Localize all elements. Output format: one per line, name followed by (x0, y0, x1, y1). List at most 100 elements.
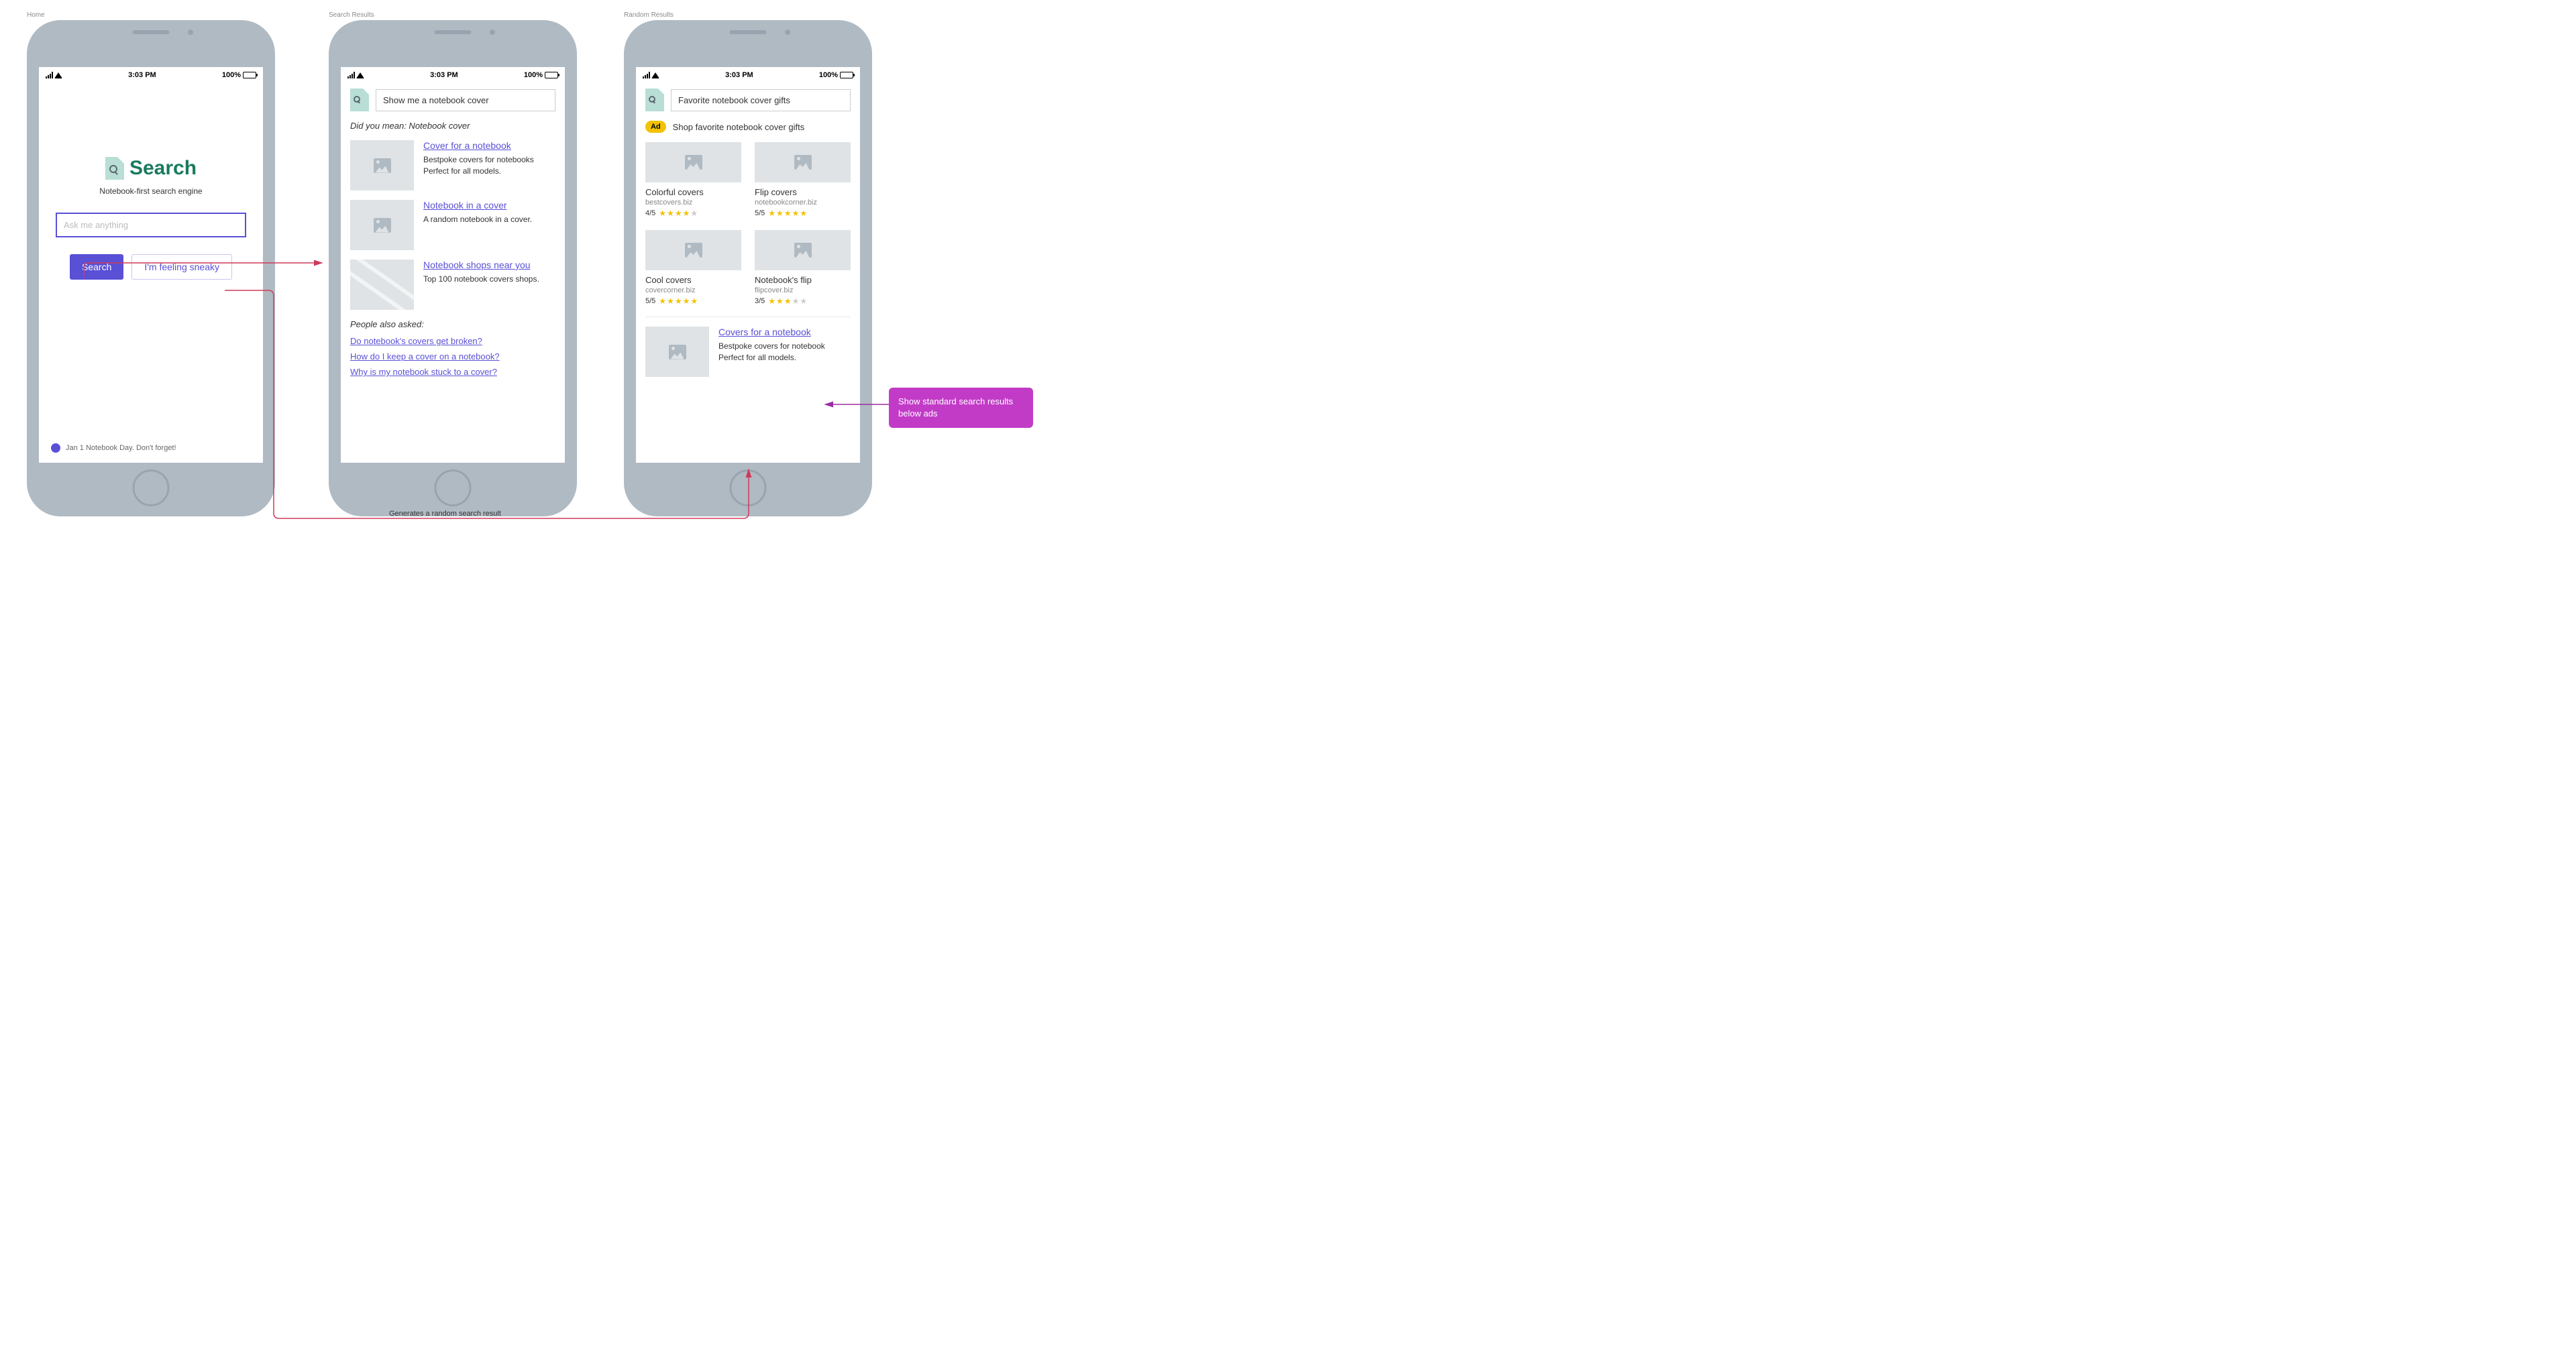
flow-label: Generates a random search result (389, 510, 501, 518)
ad-text: Shop favorite notebook cover gifts (673, 122, 805, 132)
footer-note: Jan 1 Notebook Day. Don't forget! (51, 443, 251, 453)
query-input[interactable]: Show me a notebook cover (376, 89, 555, 111)
shop-item[interactable]: Cool covers covercorner.biz 5/5★★★★★ (645, 230, 741, 306)
status-time: 3:03 PM (725, 71, 753, 79)
result-row[interactable]: Cover for a notebook Bestpoke covers for… (350, 140, 555, 190)
home-button[interactable] (133, 469, 170, 506)
result-row[interactable]: Notebook in a cover A random notebook in… (350, 200, 555, 250)
logo-doc-icon[interactable] (350, 89, 369, 111)
shop-domain: flipcover.biz (755, 286, 851, 294)
label-home: Home (27, 11, 45, 19)
signal-icon (643, 72, 650, 78)
image-placeholder-icon (794, 155, 812, 170)
battery-icon (840, 72, 853, 78)
stars-icon: ★★★★★ (659, 209, 698, 218)
shop-rating: 3/5★★★★★ (755, 296, 851, 306)
search-header: Show me a notebook cover (350, 89, 555, 111)
shop-title: Cool covers (645, 275, 741, 285)
home-content: Search Notebook-first search engine Ask … (39, 83, 263, 280)
ad-header: Ad Shop favorite notebook cover gifts (645, 121, 851, 133)
tagline: Notebook-first search engine (99, 186, 202, 196)
feeling-sneaky-button[interactable]: I'm feeling sneaky (131, 254, 232, 280)
wifi-icon (356, 72, 364, 78)
results-content: Show me a notebook cover Did you mean: N… (341, 83, 565, 388)
phone-random-results: 3:03 PM 100% Favorite notebook cover gif… (624, 20, 872, 516)
callout-annotation: Show standard search results below ads (889, 388, 1033, 428)
screen-home: 3:03 PM 100% Search Notebook-first searc… (39, 67, 263, 463)
shop-thumb (755, 142, 851, 182)
logo-text: Search (129, 157, 197, 180)
stars-icon: ★★★★★ (768, 209, 808, 218)
result-link[interactable]: Covers for a notebook (718, 327, 851, 337)
logo-doc-icon[interactable] (645, 89, 664, 111)
shop-rating: 5/5★★★★★ (645, 296, 741, 306)
result-desc: Bestpoke covers for notebooks Perfect fo… (423, 154, 555, 177)
shop-thumb (645, 230, 741, 270)
image-placeholder-icon (669, 345, 686, 359)
did-you-mean[interactable]: Did you mean: Notebook cover (350, 121, 555, 131)
shop-title: Colorful covers (645, 187, 741, 197)
result-thumb (350, 140, 414, 190)
result-thumb (350, 200, 414, 250)
result-thumb (645, 327, 709, 377)
shop-thumb (755, 230, 851, 270)
image-placeholder-icon (685, 155, 702, 170)
image-placeholder-icon (374, 218, 391, 233)
people-also-asked-list: Do notebook's covers get broken? How do I… (350, 336, 555, 377)
result-row[interactable]: Notebook shops near you Top 100 notebook… (350, 260, 555, 310)
result-link[interactable]: Notebook in a cover (423, 200, 555, 211)
query-input[interactable]: Favorite notebook cover gifts (671, 89, 851, 111)
search-header: Favorite notebook cover gifts (645, 89, 851, 111)
status-bar: 3:03 PM 100% (636, 67, 860, 83)
search-input[interactable]: Ask me anything (56, 213, 246, 237)
shop-title: Flip covers (755, 187, 851, 197)
button-row: Search I'm feeling sneaky (70, 254, 232, 280)
phone-search-results: 3:03 PM 100% Show me a notebook cover Di… (329, 20, 577, 516)
image-placeholder-icon (685, 243, 702, 258)
shop-rating: 5/5★★★★★ (755, 209, 851, 218)
status-time: 3:03 PM (128, 71, 156, 79)
result-row[interactable]: Covers for a notebook Bestpoke covers fo… (645, 327, 851, 377)
random-content: Favorite notebook cover gifts Ad Shop fa… (636, 83, 860, 392)
status-bar: 3:03 PM 100% (39, 67, 263, 83)
results-list: Cover for a notebook Bestpoke covers for… (350, 140, 555, 310)
battery-icon (545, 72, 558, 78)
shop-item[interactable]: Flip covers notebookcorner.biz 5/5★★★★★ (755, 142, 851, 218)
status-time: 3:03 PM (430, 71, 458, 79)
screen-results: 3:03 PM 100% Show me a notebook cover Di… (341, 67, 565, 463)
note-dot-icon (51, 443, 60, 453)
result-desc: A random notebook in a cover. (423, 214, 555, 225)
result-link[interactable]: Cover for a notebook (423, 140, 555, 151)
label-search-results: Search Results (329, 11, 374, 19)
shop-domain: bestcovers.biz (645, 199, 741, 207)
battery-icon (243, 72, 256, 78)
result-link[interactable]: Notebook shops near you (423, 260, 555, 270)
search-button[interactable]: Search (70, 254, 123, 280)
qa-link[interactable]: Do notebook's covers get broken? (350, 336, 555, 346)
qa-link[interactable]: Why is my notebook stuck to a cover? (350, 367, 555, 377)
home-button[interactable] (435, 469, 472, 506)
shop-title: Notebook's flip (755, 275, 851, 285)
wifi-icon (651, 72, 659, 78)
magnifier-icon (354, 96, 360, 103)
logo: Search (105, 157, 197, 180)
shop-grid: Colorful covers bestcovers.biz 4/5★★★★★ … (645, 142, 851, 306)
label-random-results: Random Results (624, 11, 674, 19)
stars-icon: ★★★★★ (659, 296, 698, 306)
image-placeholder-icon (794, 243, 812, 258)
signal-icon (46, 72, 53, 78)
qa-link[interactable]: How do I keep a cover on a notebook? (350, 351, 555, 361)
signal-icon (347, 72, 355, 78)
image-placeholder-icon (374, 158, 391, 173)
signal-wifi-icons (46, 72, 62, 78)
shop-domain: notebookcorner.biz (755, 199, 851, 207)
ad-badge: Ad (645, 121, 666, 133)
result-thumb (350, 260, 414, 310)
shop-rating: 4/5★★★★★ (645, 209, 741, 218)
shop-item[interactable]: Notebook's flip flipcover.biz 3/5★★★★★ (755, 230, 851, 306)
shop-item[interactable]: Colorful covers bestcovers.biz 4/5★★★★★ (645, 142, 741, 218)
logo-doc-icon (105, 157, 124, 180)
shop-domain: covercorner.biz (645, 286, 741, 294)
screen-random: 3:03 PM 100% Favorite notebook cover gif… (636, 67, 860, 463)
home-button[interactable] (730, 469, 767, 506)
